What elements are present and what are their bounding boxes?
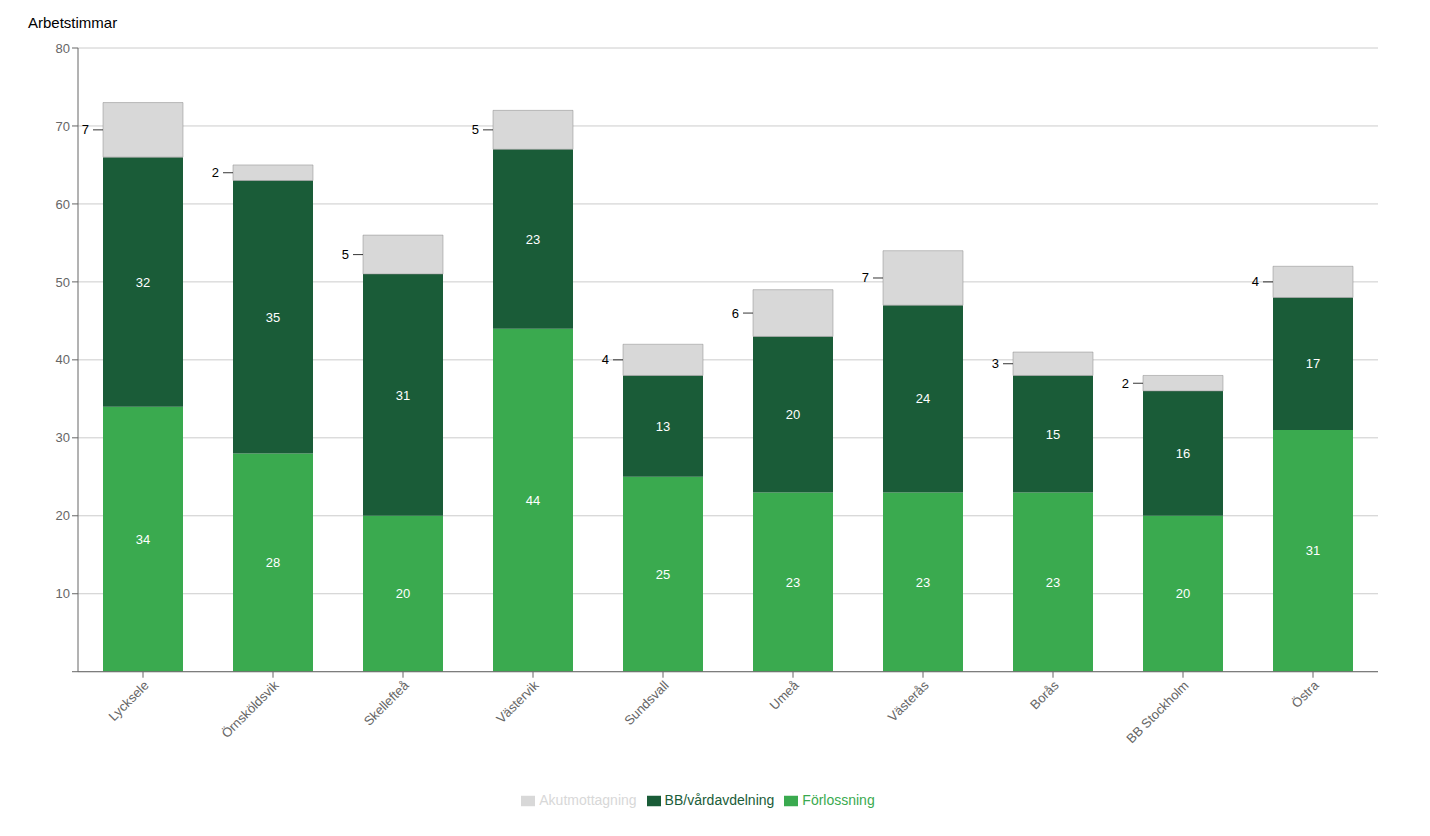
svg-text:5: 5 bbox=[342, 247, 349, 262]
svg-text:Lycksele: Lycksele bbox=[106, 678, 152, 724]
svg-text:80: 80 bbox=[56, 41, 70, 56]
svg-text:2: 2 bbox=[1122, 376, 1129, 391]
svg-text:5: 5 bbox=[472, 122, 479, 137]
svg-text:20: 20 bbox=[1176, 586, 1190, 601]
svg-text:BB Stockholm: BB Stockholm bbox=[1123, 678, 1191, 746]
svg-text:20: 20 bbox=[56, 508, 70, 523]
svg-text:25: 25 bbox=[656, 567, 670, 582]
svg-text:Västerås: Västerås bbox=[885, 677, 932, 724]
html-text:BB/vårdavdelning: BB/vårdavdelning bbox=[664, 791, 775, 808]
svg-text:2: 2 bbox=[212, 165, 219, 180]
svg-text:35: 35 bbox=[266, 310, 280, 325]
svg-text:23: 23 bbox=[786, 575, 800, 590]
svg-text:30: 30 bbox=[56, 430, 70, 445]
svg-text:24: 24 bbox=[916, 391, 930, 406]
svg-text:70: 70 bbox=[56, 119, 70, 134]
svg-text:7: 7 bbox=[82, 122, 89, 137]
svg-text:10: 10 bbox=[56, 586, 70, 601]
svg-text:Borås: Borås bbox=[1027, 677, 1062, 712]
svg-text:23: 23 bbox=[916, 575, 930, 590]
svg-text:4: 4 bbox=[602, 352, 609, 367]
svg-text:44: 44 bbox=[526, 493, 540, 508]
svg-text:7: 7 bbox=[862, 270, 869, 285]
svg-text:Örnsköldsvik: Örnsköldsvik bbox=[218, 677, 282, 741]
svg-text:20: 20 bbox=[786, 407, 800, 422]
svg-text:28: 28 bbox=[266, 555, 280, 570]
svg-text:32: 32 bbox=[136, 275, 150, 290]
svg-text:23: 23 bbox=[1046, 575, 1060, 590]
svg-text:31: 31 bbox=[1306, 543, 1320, 558]
svg-text:Umeå: Umeå bbox=[767, 677, 803, 713]
svg-text:Sundsvall: Sundsvall bbox=[621, 678, 672, 729]
svg-text:40: 40 bbox=[56, 352, 70, 367]
svg-text:31: 31 bbox=[396, 388, 410, 403]
svg-text:Skellefteå: Skellefteå bbox=[361, 677, 413, 729]
svg-text:34: 34 bbox=[136, 532, 150, 547]
svg-text:6: 6 bbox=[732, 306, 739, 321]
html-text:Förlossning: Förlossning bbox=[802, 791, 875, 808]
svg-text:60: 60 bbox=[56, 197, 70, 212]
svg-text:50: 50 bbox=[56, 275, 70, 290]
svg-text:16: 16 bbox=[1176, 446, 1190, 461]
html-text:Akutmottagning: Akutmottagning bbox=[539, 791, 637, 808]
html-text:Arbetstimmar: Arbetstimmar bbox=[28, 14, 118, 31]
svg-text:17: 17 bbox=[1306, 356, 1320, 371]
svg-text:3: 3 bbox=[992, 356, 999, 371]
svg-text:Västervik: Västervik bbox=[493, 677, 542, 726]
svg-text:23: 23 bbox=[526, 232, 540, 247]
svg-text:Östra: Östra bbox=[1289, 677, 1323, 711]
svg-text:4: 4 bbox=[1252, 274, 1259, 289]
svg-text:15: 15 bbox=[1046, 427, 1060, 442]
svg-text:20: 20 bbox=[396, 586, 410, 601]
svg-text:13: 13 bbox=[656, 419, 670, 434]
